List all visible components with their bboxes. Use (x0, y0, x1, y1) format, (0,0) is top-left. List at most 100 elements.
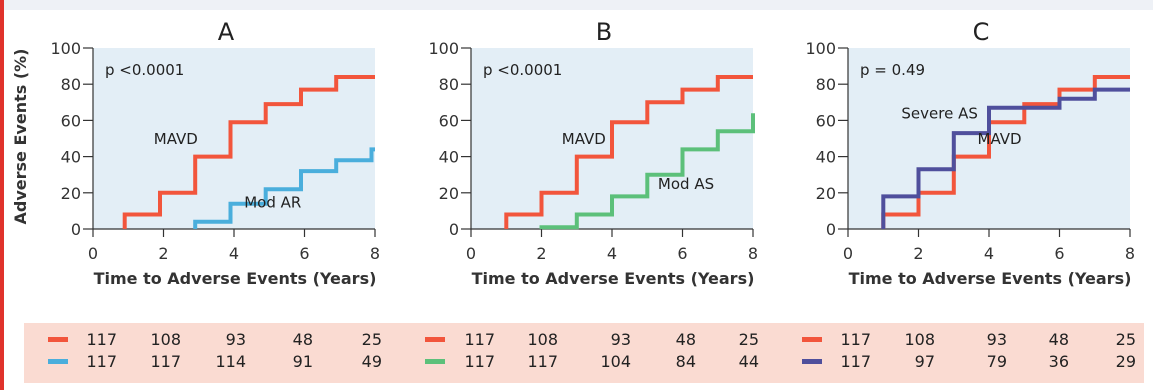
risk-count: 93 (610, 330, 631, 349)
risk-count: 25 (1115, 330, 1136, 349)
chart-0-p-value: p <0.0001 (105, 61, 184, 79)
risk-table-panel-a: 117 108 93 48 25 117 117 114 91 49 (48, 323, 398, 383)
risk-count: 117 (86, 352, 117, 371)
chart-1-series-mavd-line (504, 75, 753, 229)
risk-count: 117 (527, 352, 558, 371)
chart-0-series-label: MAVD (154, 130, 198, 148)
risk-count: 108 (527, 330, 558, 349)
chart-2-y-tick-label: 80 (816, 75, 836, 94)
chart-1-p-value: p <0.0001 (483, 61, 562, 79)
chart-2-x-tick-label: 2 (913, 244, 923, 263)
series-swatch (48, 359, 68, 364)
risk-count: 48 (1048, 330, 1069, 349)
chart-1-y-tick-label: 60 (439, 111, 459, 130)
series-swatch (48, 337, 68, 342)
risk-count: 108 (904, 330, 935, 349)
chart-0-title: A (218, 18, 235, 46)
series-swatch (802, 359, 822, 364)
risk-count: 108 (150, 330, 181, 349)
risk-count: 91 (292, 352, 313, 371)
series-swatch (802, 337, 822, 342)
series-swatch (425, 337, 445, 342)
risk-table-row: 117 108 93 48 25 (48, 329, 398, 351)
risk-count: 104 (600, 352, 631, 371)
risk-count: 48 (675, 330, 696, 349)
chart-0-y-tick-label: 0 (71, 220, 81, 239)
chart-1-x-tick-label: 0 (466, 244, 476, 263)
risk-table-panel-b: 117 108 93 48 25 117 117 104 84 44 (425, 323, 775, 383)
chart-1-x-tick-label: 2 (536, 244, 546, 263)
risk-table-panel-c: 117 108 93 48 25 117 97 79 36 29 (802, 323, 1152, 383)
chart-0-x-tick-label: 8 (370, 244, 380, 263)
chart-0-y-tick-label: 100 (50, 39, 81, 58)
risk-count: 44 (738, 352, 759, 371)
top-band (0, 0, 1153, 10)
risk-table-row: 117 117 104 84 44 (425, 351, 775, 373)
numbers-at-risk-table: 117 108 93 48 25 117 117 114 91 49 117 108 93 48 25 117… (24, 323, 1144, 383)
chart-0-series-mod-ar-line (193, 147, 375, 229)
chart-0-y-tick-label: 80 (61, 75, 81, 94)
chart-2-x-axis-label: Time to Adverse Events (Years) (849, 269, 1132, 288)
chart-1-y-tick-label: 0 (449, 220, 459, 239)
chart-2-title: C (973, 18, 990, 46)
chart-1-x-tick-label: 8 (748, 244, 758, 263)
chart-0-x-axis-label: Time to Adverse Events (Years) (94, 269, 377, 288)
left-accent-rule (0, 0, 4, 390)
chart-0-x-tick-label: 2 (158, 244, 168, 263)
risk-count: 29 (1115, 352, 1136, 371)
risk-count: 48 (292, 330, 313, 349)
chart-0-y-tick-label: 20 (61, 184, 81, 203)
chart-2-x-tick-label: 6 (1054, 244, 1064, 263)
chart-1-y-tick-label: 80 (439, 75, 459, 94)
chart-1-x-axis-label: Time to Adverse Events (Years) (472, 269, 755, 288)
risk-count: 25 (738, 330, 759, 349)
risk-count: 49 (361, 352, 382, 371)
chart-0-y-tick-label: 40 (61, 148, 81, 167)
chart-0-plot-area (93, 48, 375, 229)
chart-0-x-tick-label: 0 (88, 244, 98, 263)
risk-table-row: 117 108 93 48 25 (425, 329, 775, 351)
chart-0-y-tick-label: 60 (61, 111, 81, 130)
chart-1-y-tick-label: 40 (439, 148, 459, 167)
chart-0-x-tick-label: 6 (299, 244, 309, 263)
risk-count: 25 (361, 330, 382, 349)
risk-count: 93 (225, 330, 246, 349)
chart-2-series-label: MAVD (978, 130, 1022, 148)
risk-count: 117 (464, 352, 495, 371)
chart-2-y-tick-label: 0 (826, 220, 836, 239)
chart-1-series-mod-as-line (539, 113, 755, 230)
chart-1-x-tick-label: 6 (677, 244, 687, 263)
risk-count: 79 (986, 352, 1007, 371)
chart-2-x-tick-label: 4 (984, 244, 994, 263)
chart-2-y-tick-label: 40 (816, 148, 836, 167)
risk-count: 117 (464, 330, 495, 349)
risk-count: 117 (840, 330, 871, 349)
chart-1-series-label: Mod AS (658, 175, 714, 193)
risk-count: 114 (215, 352, 246, 371)
chart-0-x-tick-label: 4 (229, 244, 239, 263)
risk-count: 117 (150, 352, 181, 371)
chart-1-y-tick-label: 20 (439, 184, 459, 203)
risk-table-row: 117 97 79 36 29 (802, 351, 1152, 373)
chart-2-x-tick-label: 0 (843, 244, 853, 263)
chart-0-series-label: Mod AR (244, 193, 301, 211)
risk-count: 117 (86, 330, 117, 349)
risk-count: 84 (675, 352, 696, 371)
chart-2-y-tick-label: 20 (816, 184, 836, 203)
risk-table-row: 117 108 93 48 25 (802, 329, 1152, 351)
risk-count: 117 (840, 352, 871, 371)
risk-table-row: 117 117 114 91 49 (48, 351, 398, 373)
chart-2-y-tick-label: 60 (816, 111, 836, 130)
chart-1-series-label: MAVD (562, 130, 606, 148)
chart-1-x-tick-label: 4 (607, 244, 617, 263)
chart-2-series-severe-as-line (881, 87, 1130, 229)
chart-2-x-tick-label: 8 (1125, 244, 1135, 263)
chart-0-series-mavd-line (122, 75, 375, 229)
chart-2-y-tick-label: 100 (805, 39, 836, 58)
chart-0-y-axis-label: Adverse Events (%) (11, 49, 30, 225)
risk-count: 36 (1048, 352, 1069, 371)
risk-count: 97 (914, 352, 935, 371)
chart-2-series-label: Severe AS (901, 105, 977, 123)
chart-1-title: B (596, 18, 612, 46)
